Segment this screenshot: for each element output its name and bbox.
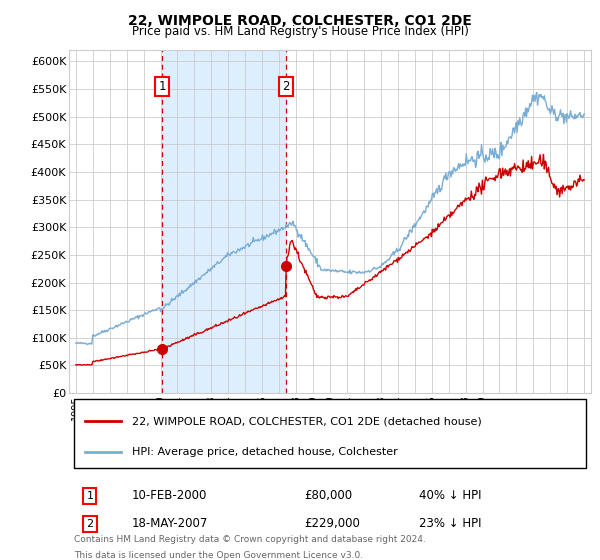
Text: £229,000: £229,000: [304, 517, 360, 530]
Text: 2: 2: [86, 519, 94, 529]
Text: 2: 2: [282, 80, 289, 93]
Bar: [162, 50, 286, 393]
Text: 1: 1: [158, 80, 166, 93]
Text: 23% ↓ HPI: 23% ↓ HPI: [419, 517, 481, 530]
Text: Price paid vs. HM Land Registry's House Price Index (HPI): Price paid vs. HM Land Registry's House …: [131, 25, 469, 38]
Text: £80,000: £80,000: [304, 489, 352, 502]
Text: 22, WIMPOLE ROAD, COLCHESTER, CO1 2DE: 22, WIMPOLE ROAD, COLCHESTER, CO1 2DE: [128, 14, 472, 28]
Text: HPI: Average price, detached house, Colchester: HPI: Average price, detached house, Colc…: [131, 447, 397, 457]
Text: Contains HM Land Registry data © Crown copyright and database right 2024.: Contains HM Land Registry data © Crown c…: [74, 535, 426, 544]
Text: This data is licensed under the Open Government Licence v3.0.: This data is licensed under the Open Gov…: [74, 550, 364, 559]
Text: 10-FEB-2000: 10-FEB-2000: [131, 489, 207, 502]
FancyBboxPatch shape: [74, 399, 586, 468]
Text: 40% ↓ HPI: 40% ↓ HPI: [419, 489, 481, 502]
Text: 18-MAY-2007: 18-MAY-2007: [131, 517, 208, 530]
Text: 22, WIMPOLE ROAD, COLCHESTER, CO1 2DE (detached house): 22, WIMPOLE ROAD, COLCHESTER, CO1 2DE (d…: [131, 416, 481, 426]
Text: 1: 1: [86, 491, 94, 501]
